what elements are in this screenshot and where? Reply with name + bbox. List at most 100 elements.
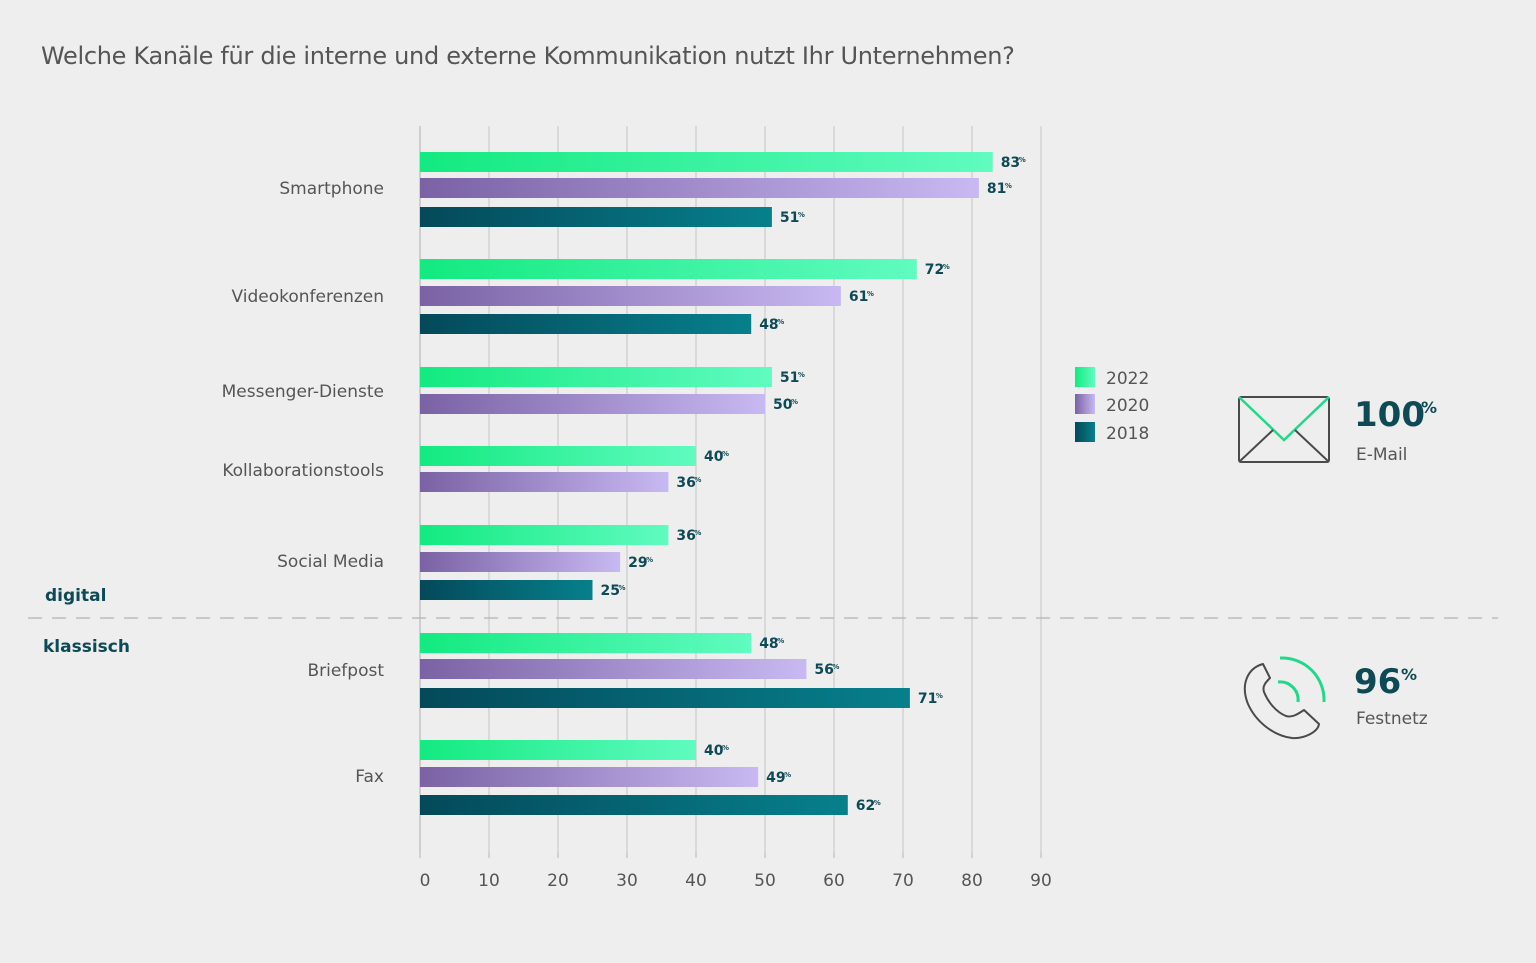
tick-label-50: 50 [754, 871, 776, 891]
legend-swatch-2022 [1075, 367, 1095, 387]
bar-videokonferenzen-2018 [420, 314, 752, 334]
category-label-videokonferenzen: Videokonferenzen [232, 287, 385, 307]
value-unit-videokonferenzen-2022: % [943, 263, 950, 271]
value-unit-smartphone-2022: % [1019, 156, 1026, 164]
stat-phone-value: 96 [1354, 662, 1401, 702]
value-unit-videokonferenzen-2020: % [867, 290, 874, 298]
value-unit-smartphone-2018: % [798, 211, 805, 219]
tick-label-10: 10 [478, 871, 500, 891]
bar-fax-2018 [420, 795, 848, 815]
value-unit-briefpost-2020: % [832, 663, 839, 671]
value-unit-fax-2018: % [874, 799, 881, 807]
bar-messenger-dienste-2020 [420, 394, 765, 414]
value-label-messenger-dienste-2020: 50 [773, 397, 793, 413]
value-unit-kollaborationstools-2022: % [722, 450, 729, 458]
tick-label-60: 60 [823, 871, 845, 891]
stat-phone-unit: % [1401, 665, 1417, 684]
value-label-briefpost-2022: 48 [759, 636, 778, 652]
value-unit-social-media-2020: % [646, 556, 653, 564]
value-label-fax-2020: 49 [766, 770, 785, 786]
legend-label-2020: 2020 [1106, 396, 1149, 416]
bar-social-media-2022 [420, 525, 669, 545]
bar-smartphone-2018 [420, 207, 772, 227]
value-label-messenger-dienste-2022: 51 [780, 370, 799, 386]
category-label-kollaborationstools: Kollaborationstools [222, 461, 384, 481]
tick-label-30: 30 [616, 871, 638, 891]
value-unit-briefpost-2018: % [936, 692, 943, 700]
bar-kollaborationstools-2022 [420, 446, 696, 466]
section-label-digital: digital [45, 586, 106, 606]
stat-email: 100 % E-Mail [1238, 395, 1437, 465]
value-label-kollaborationstools-2020: 36 [676, 475, 695, 491]
legend-item-2020: 2020 [1075, 394, 1149, 416]
tick-label-20: 20 [547, 871, 569, 891]
bar-fax-2022 [420, 740, 696, 760]
bar-videokonferenzen-2022 [420, 259, 917, 279]
value-label-smartphone-2018: 51 [780, 210, 799, 226]
legend-swatch-2018 [1075, 422, 1095, 442]
bars: 83%81%51%72%61%48%51%50%40%36%36%29%25%4… [420, 152, 1026, 815]
value-unit-social-media-2022: % [694, 529, 701, 537]
bar-briefpost-2022 [420, 633, 752, 653]
bar-fax-2020 [420, 767, 759, 787]
value-label-fax-2018: 62 [856, 798, 875, 814]
category-label-messenger-dienste: Messenger-Dienste [222, 382, 384, 402]
value-unit-briefpost-2022: % [777, 637, 784, 645]
value-label-kollaborationstools-2022: 40 [704, 449, 724, 465]
tick-label-40: 40 [685, 871, 707, 891]
value-unit-smartphone-2020: % [1005, 182, 1012, 190]
bar-smartphone-2020 [420, 178, 979, 198]
value-label-briefpost-2018: 71 [918, 691, 937, 707]
value-label-videokonferenzen-2022: 72 [925, 262, 944, 278]
legend-item-2018: 2018 [1075, 422, 1149, 444]
bar-kollaborationstools-2020 [420, 472, 669, 492]
x-axis-ticks: 0 10 20 30 40 50 60 70 80 90 [419, 852, 1052, 891]
envelope-icon [1238, 396, 1330, 463]
bar-social-media-2018 [420, 580, 593, 600]
value-label-social-media-2018: 25 [601, 583, 620, 599]
category-label-fax: Fax [355, 767, 384, 787]
bar-briefpost-2018 [420, 688, 910, 708]
value-label-smartphone-2022: 83 [1001, 155, 1020, 171]
value-unit-videokonferenzen-2018: % [777, 318, 784, 326]
category-label-briefpost: Briefpost [307, 661, 384, 681]
bar-briefpost-2020 [420, 659, 807, 679]
tick-label-70: 70 [892, 871, 914, 891]
stat-phone: 96 % Festnetz [1243, 656, 1428, 740]
bar-social-media-2020 [420, 552, 621, 572]
stat-phone-label: Festnetz [1356, 709, 1428, 729]
section-label-klassisch: klassisch [43, 637, 130, 657]
chart-title: Welche Kanäle für die interne und extern… [41, 42, 1015, 70]
stat-email-value: 100 [1354, 395, 1425, 435]
legend-swatch-2020 [1075, 394, 1095, 414]
tick-label-80: 80 [961, 871, 983, 891]
stat-email-unit: % [1421, 398, 1437, 417]
legend-label-2018: 2018 [1106, 424, 1149, 444]
value-label-smartphone-2020: 81 [987, 181, 1006, 197]
tick-label-90: 90 [1030, 871, 1052, 891]
legend: 2022 2020 2018 [1075, 367, 1149, 444]
bar-smartphone-2022 [420, 152, 993, 172]
category-label-smartphone: Smartphone [279, 179, 384, 199]
legend-item-2022: 2022 [1075, 367, 1149, 389]
legend-label-2022: 2022 [1106, 369, 1149, 389]
value-unit-messenger-dienste-2022: % [798, 371, 805, 379]
value-label-briefpost-2020: 56 [814, 662, 833, 678]
value-unit-social-media-2018: % [619, 584, 626, 592]
value-label-fax-2022: 40 [704, 743, 724, 759]
value-unit-fax-2020: % [784, 771, 791, 779]
phone-icon [1243, 656, 1326, 740]
tick-label-0: 0 [420, 871, 431, 891]
value-unit-messenger-dienste-2020: % [791, 398, 798, 406]
bar-messenger-dienste-2022 [420, 367, 772, 387]
bar-videokonferenzen-2020 [420, 286, 841, 306]
value-label-social-media-2022: 36 [676, 528, 695, 544]
category-labels: Smartphone Videokonferenzen Messenger-Dien… [222, 179, 385, 787]
value-label-videokonferenzen-2018: 48 [759, 317, 778, 333]
value-unit-fax-2022: % [722, 744, 729, 752]
stat-email-label: E-Mail [1356, 445, 1407, 465]
value-unit-kollaborationstools-2020: % [694, 476, 701, 484]
category-label-social-media: Social Media [277, 552, 384, 572]
value-label-videokonferenzen-2020: 61 [849, 289, 868, 305]
